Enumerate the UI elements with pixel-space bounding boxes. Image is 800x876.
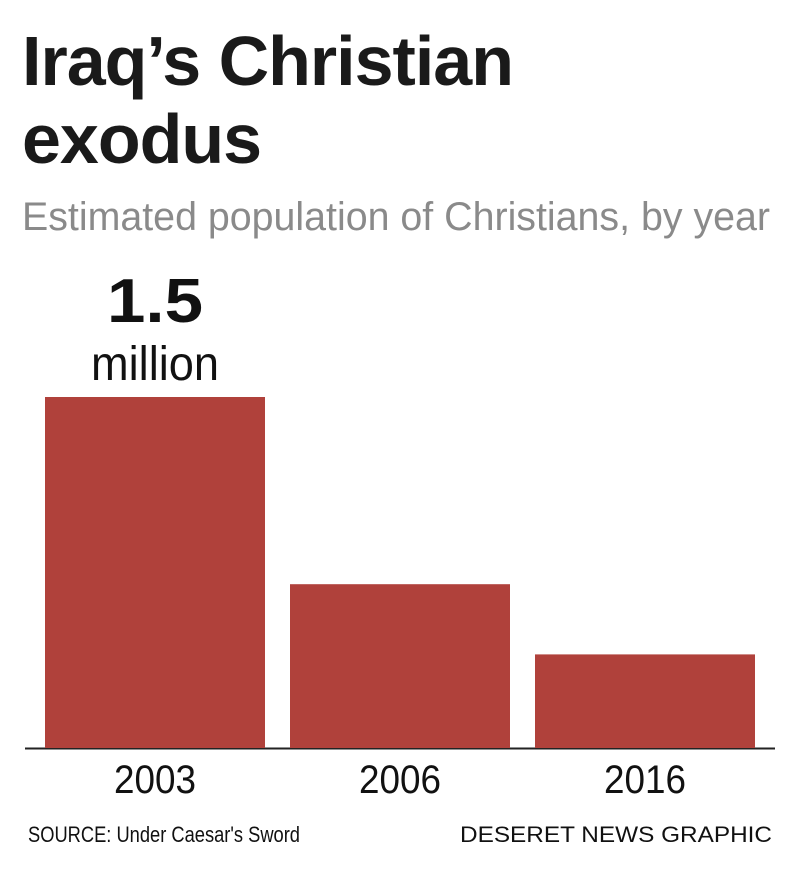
x-tick-label: 2016 xyxy=(604,758,686,802)
x-tick-label: 2003 xyxy=(114,758,196,802)
bar xyxy=(290,584,510,748)
value-label: 1.5 million xyxy=(91,267,219,391)
value-label-unit: million xyxy=(91,338,219,391)
source: SOURCE: Under Caesar's Sword xyxy=(28,822,300,847)
credit: DESERET NEWS GRAPHIC xyxy=(460,822,772,847)
value-label-number: 1.5 xyxy=(107,267,203,336)
chart-subtitle: Estimated population of Christians, by y… xyxy=(22,195,770,239)
bar xyxy=(45,397,265,748)
bar xyxy=(535,654,755,748)
x-tick-label: 2006 xyxy=(359,758,441,802)
chart-title: Iraq’s Christian exodus xyxy=(22,22,514,178)
